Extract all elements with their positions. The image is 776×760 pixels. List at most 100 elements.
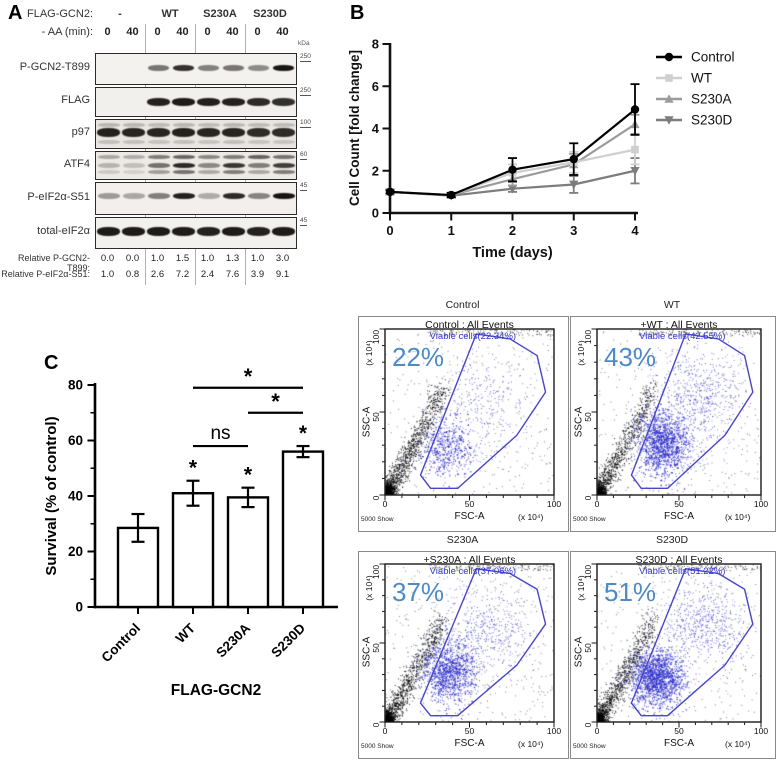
y-tick-label: 8 — [372, 37, 379, 52]
quantification-value: 2.6 — [150, 269, 165, 280]
y-tick-label: 0 — [583, 722, 593, 727]
blot-band — [272, 154, 295, 159]
legend-entry-label: S230A — [691, 92, 732, 107]
blot-row-label: p97 — [71, 126, 90, 138]
y-axis-units: (x 10⁴) — [576, 575, 586, 601]
panel-a-label: A — [8, 2, 23, 24]
y-tick-label: 60 — [68, 433, 83, 448]
x-axis-label: FSC-A — [664, 511, 694, 522]
blot-band — [247, 227, 270, 236]
condition-group-label: WT — [161, 8, 179, 20]
y-axis-title: Cell Count [fold change] — [347, 50, 362, 206]
blot-band — [147, 163, 170, 168]
blot-row-label: FLAG — [61, 94, 90, 106]
blot-band — [222, 140, 245, 145]
blot-band — [148, 64, 169, 71]
blot-band — [197, 98, 220, 106]
flow-plot-title: +WT : All Events — [640, 319, 718, 331]
x-tick-label: 100 — [546, 499, 562, 509]
blot-band — [272, 170, 295, 175]
blot-band — [122, 154, 145, 159]
flow-plot-title: Control : All Events — [425, 319, 514, 331]
y-tick-label: 50 — [583, 412, 593, 422]
blot-band — [272, 163, 295, 168]
quantification-value: 7.2 — [175, 269, 190, 280]
y-tick-label: 6 — [372, 79, 379, 94]
panel-a-western-blot: FLAG-GCN2: - WT S230A S230D - AA (min): 0 40 0 40… — [0, 0, 345, 300]
lane-time-label: 40 — [176, 26, 189, 38]
marker-circle — [447, 190, 456, 200]
blot-band — [197, 123, 220, 128]
lane-time-label: 40 — [276, 26, 289, 38]
y-tick-label: 80 — [68, 378, 83, 393]
blot-box — [95, 87, 297, 117]
y-tick-label: 0 — [371, 722, 381, 727]
blot-band — [222, 227, 245, 236]
blot-band — [122, 170, 145, 175]
kda-marker: 60 — [300, 151, 308, 160]
blot-band — [222, 193, 245, 200]
x-tick-label: 0 — [382, 499, 388, 509]
significance-asterisk: * — [299, 422, 308, 445]
marker-triangle-down — [569, 180, 579, 190]
quantification-value: 9.1 — [275, 269, 290, 280]
blot-band — [147, 193, 170, 200]
blot-band — [222, 123, 245, 128]
lane-time-label: 0 — [204, 26, 211, 38]
blot-box — [95, 53, 297, 85]
kda-marker: 45 — [300, 182, 308, 191]
panel-c-label: C — [44, 352, 59, 374]
marker-circle — [508, 165, 517, 174]
y-tick-label: 0 — [371, 495, 381, 500]
quantification-value: 0.0 — [125, 253, 140, 264]
marker-circle — [664, 52, 674, 62]
significance-asterisk: * — [244, 364, 253, 389]
condition-group-label: S230D — [253, 8, 287, 20]
blot-band — [222, 128, 245, 138]
blot-band — [247, 98, 270, 106]
x-tick-label: 50 — [464, 726, 475, 736]
kda-marker: 250 — [300, 87, 311, 96]
x-tick-label: 0 — [386, 223, 393, 238]
quantification-value: 2.4 — [200, 269, 215, 280]
blot-band — [272, 227, 295, 236]
x-tick-label: 4 — [631, 223, 639, 238]
blot-box — [95, 182, 297, 215]
kda-marker: 100 — [300, 119, 311, 128]
marker-triangle-down — [507, 184, 518, 194]
blot-band — [97, 128, 120, 138]
blot-band — [198, 64, 219, 71]
blot-band — [197, 140, 220, 145]
y-tick-label: 2 — [372, 163, 379, 178]
blot-band — [272, 140, 295, 145]
y-axis-label: SSC-A — [573, 406, 585, 438]
blot-band — [147, 140, 170, 145]
lane-time-label: 40 — [226, 26, 239, 38]
quantification-value: 3.9 — [250, 269, 265, 280]
viable-gate-polygon — [630, 568, 754, 717]
y-tick-label: 50 — [371, 412, 381, 422]
quantification-value: 1.3 — [225, 253, 240, 264]
y-tick-label: 20 — [68, 544, 83, 559]
blot-band — [197, 163, 220, 168]
blot-band — [197, 227, 220, 236]
x-tick-label: 0 — [594, 726, 600, 736]
events-shown-text: 5000 Show — [361, 743, 394, 750]
kda-unit-label: kDa — [298, 40, 310, 47]
x-axis-units: (x 10⁴) — [518, 739, 544, 749]
blot-band — [222, 154, 245, 159]
marker-triangle-down — [630, 166, 640, 176]
y-tick-label: 0 — [372, 206, 379, 221]
y-tick-label: 0 — [583, 495, 593, 500]
blot-band — [247, 128, 270, 138]
blot-band — [247, 140, 270, 145]
x-axis-label: FSC-A — [454, 738, 485, 749]
y-axis-title: Survival (% of control) — [43, 416, 60, 575]
blot-band — [172, 98, 195, 106]
blot-band — [122, 193, 145, 200]
viable-cells-gate-label: Viable cells(37.06%) — [429, 566, 517, 577]
marker-circle — [385, 187, 395, 197]
viable-gate-polygon — [419, 568, 547, 717]
significance-asterisk: * — [244, 464, 253, 487]
blot-band — [197, 170, 220, 175]
